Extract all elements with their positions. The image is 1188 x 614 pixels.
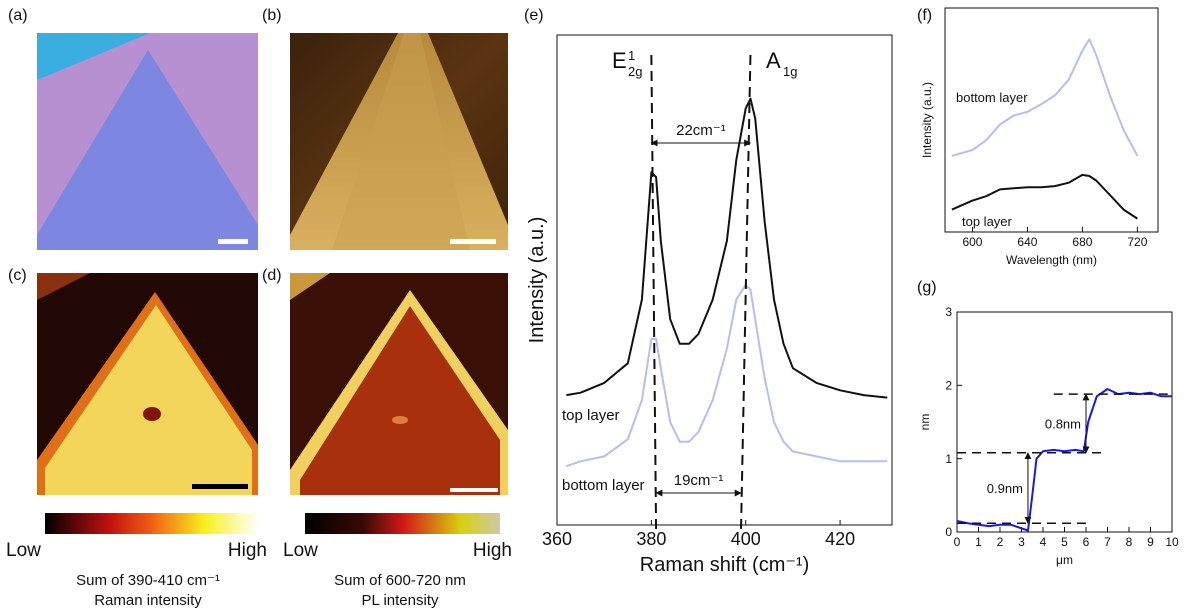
step-label: 0.8nm xyxy=(1045,416,1081,431)
data-line xyxy=(566,283,888,468)
x-tick-label: 7 xyxy=(1104,535,1111,549)
peak-base: E xyxy=(612,48,627,73)
peak-label: E1 2g xyxy=(612,48,642,79)
peak-base: A xyxy=(766,48,781,73)
series-label: top layer xyxy=(562,407,620,424)
colorbar-high: High xyxy=(473,540,512,561)
data-line xyxy=(951,173,1138,220)
y-tick-label: 0 xyxy=(945,525,952,539)
x-tick-label: 6 xyxy=(1083,535,1090,549)
peak-sup: 1 xyxy=(628,48,635,63)
series-label: top layer xyxy=(962,214,1013,229)
x-tick-label: 2 xyxy=(997,535,1004,549)
colorbar-high: High xyxy=(228,540,267,561)
peak-label: A 1g xyxy=(766,48,797,79)
data-line xyxy=(956,388,1172,532)
y-tick-label: 1 xyxy=(945,452,952,466)
peak-line xyxy=(650,54,658,531)
plot-frame xyxy=(556,34,893,526)
x-tick-label: 8 xyxy=(1126,535,1133,549)
shift-label: 22cm⁻¹ xyxy=(676,122,726,139)
x-tick-label: 1 xyxy=(975,535,982,549)
data-line xyxy=(951,38,1139,157)
panel-label: (f) xyxy=(917,7,932,24)
colorbar xyxy=(305,513,500,534)
y-axis-label: nm xyxy=(918,414,932,431)
x-tick-label: 720 xyxy=(1127,235,1147,249)
colorbar xyxy=(45,513,258,534)
y-axis-label: Intensity (a.u.) xyxy=(526,217,548,344)
panel-label: (g) xyxy=(917,279,937,296)
x-tick-label: 420 xyxy=(825,529,855,549)
colorbar-low: Low xyxy=(6,540,41,561)
step-label: 0.9nm xyxy=(987,481,1023,496)
x-tick-label: 5 xyxy=(1061,535,1068,549)
x-tick-label: 400 xyxy=(731,529,761,549)
panel-label: (d) xyxy=(262,267,282,284)
colorbar-labels: Low High Low High xyxy=(6,540,512,561)
x-axis-label: Raman shift (cm⁻¹) xyxy=(640,554,809,576)
y-tick-label: 2 xyxy=(945,379,952,393)
peak-sub: 1g xyxy=(783,64,797,79)
data-line xyxy=(566,97,888,399)
optical-image xyxy=(37,33,258,250)
colorbar-low: Low xyxy=(283,540,318,561)
caption: Raman intensity xyxy=(94,592,202,609)
panel-label: (c) xyxy=(8,267,27,284)
series-label: bottom layer xyxy=(956,90,1028,105)
captions: Sum of 390-410 cm⁻¹ Raman intensity Sum … xyxy=(76,572,466,609)
panel-labels: (a) (b) (c) (d) (e) (f) (g) xyxy=(8,7,937,296)
caption: Sum of 390-410 cm⁻¹ xyxy=(76,572,220,589)
x-tick-label: 680 xyxy=(1072,235,1092,249)
x-axis-label: Wavelength (nm) xyxy=(1006,253,1097,267)
x-tick-label: 600 xyxy=(962,235,982,249)
x-tick-label: 0 xyxy=(954,535,961,549)
y-tick-label: 3 xyxy=(945,305,952,319)
x-axis-label: μm xyxy=(1056,553,1073,567)
x-tick-label: 4 xyxy=(1040,535,1047,549)
caption: Sum of 600-720 nm xyxy=(334,572,466,589)
panel-label: (b) xyxy=(262,7,282,24)
series-label: bottom layer xyxy=(562,477,645,494)
x-tick-label: 9 xyxy=(1147,535,1154,549)
x-tick-label: 380 xyxy=(636,529,666,549)
plot-frame xyxy=(944,7,1159,233)
afm-image xyxy=(290,33,508,250)
raman-map xyxy=(37,273,258,495)
panel-label: (a) xyxy=(8,7,28,24)
peak-sub: 2g xyxy=(628,64,642,79)
x-tick-label: 10 xyxy=(1165,535,1179,549)
shift-label: 19cm⁻¹ xyxy=(674,472,724,489)
x-tick-label: 3 xyxy=(1018,535,1025,549)
caption: PL intensity xyxy=(362,592,439,609)
x-tick-label: 640 xyxy=(1017,235,1037,249)
panel-label: (e) xyxy=(524,7,544,24)
x-tick-label: 360 xyxy=(542,529,572,549)
y-axis-label: Intensity (a.u.) xyxy=(920,82,934,158)
pl-map xyxy=(290,273,508,495)
